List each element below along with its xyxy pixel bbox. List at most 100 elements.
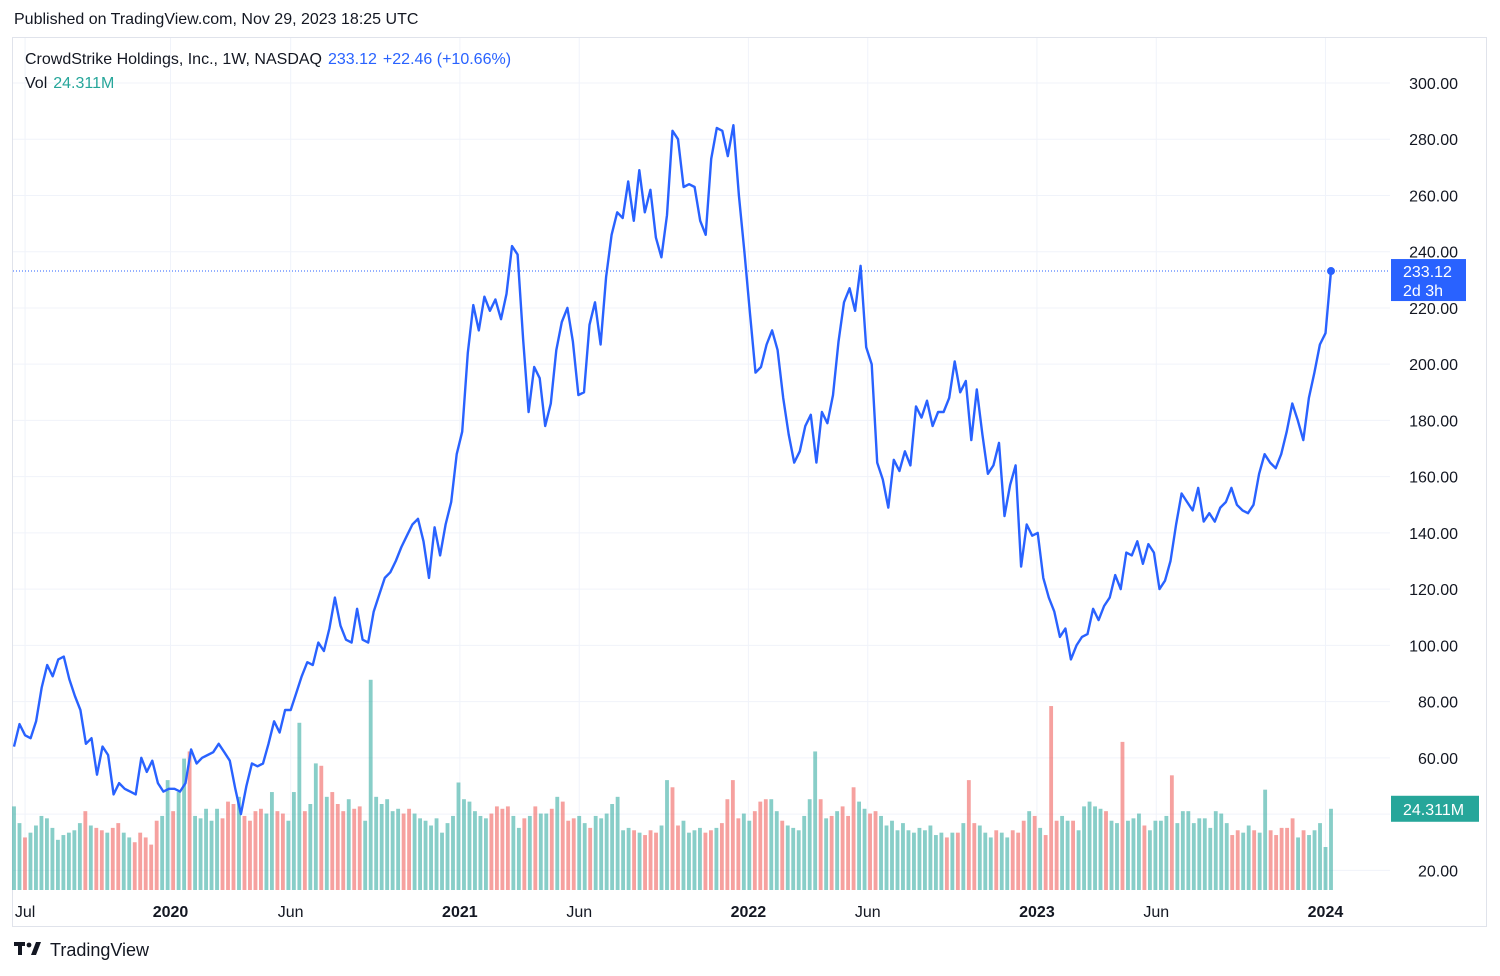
volume-bar bbox=[813, 751, 818, 890]
volume-bar bbox=[1010, 830, 1015, 890]
volume-bar bbox=[593, 815, 598, 890]
volume-bar bbox=[237, 796, 241, 890]
volume-bar bbox=[681, 820, 686, 890]
x-tick-label: 2022 bbox=[731, 904, 767, 921]
volume-bar bbox=[824, 818, 829, 890]
volume-bar bbox=[341, 811, 346, 890]
volume-bar bbox=[215, 808, 219, 890]
volume-bar bbox=[769, 799, 774, 890]
volume-bar bbox=[1131, 818, 1136, 890]
volume-bar bbox=[736, 818, 741, 890]
volume-bar bbox=[269, 792, 274, 890]
volume-bar bbox=[220, 818, 225, 890]
volume-bar bbox=[1027, 811, 1032, 890]
volume-bar bbox=[1098, 808, 1103, 890]
legend-volume-row[interactable]: Vol 24.311M bbox=[25, 72, 511, 96]
volume-bar bbox=[879, 815, 883, 890]
volume-bar bbox=[961, 823, 966, 890]
x-tick-label: Jul bbox=[15, 904, 35, 921]
volume-bar bbox=[121, 832, 126, 890]
volume-bar bbox=[259, 808, 263, 890]
volume-bar bbox=[1252, 830, 1257, 890]
x-tick-label: 2024 bbox=[1308, 904, 1344, 921]
volume-bar bbox=[1279, 827, 1284, 890]
volume-bar bbox=[1109, 820, 1114, 890]
volume-bar bbox=[193, 815, 198, 890]
volume-bar bbox=[923, 830, 927, 890]
volume-bar bbox=[884, 825, 889, 890]
volume-bar bbox=[478, 815, 483, 890]
volume-bar bbox=[873, 811, 878, 890]
volume-value: 24.311M bbox=[53, 75, 115, 92]
volume-bar bbox=[912, 832, 916, 890]
volume-bar bbox=[456, 782, 461, 890]
volume-bar bbox=[1082, 806, 1086, 890]
volume-bar bbox=[335, 804, 340, 890]
footer-brand[interactable]: TradingView bbox=[14, 940, 149, 961]
volume-bar bbox=[242, 815, 247, 890]
volume-bar bbox=[1043, 835, 1048, 890]
volume-bar bbox=[1186, 811, 1191, 890]
volume-bar bbox=[1202, 818, 1207, 890]
volume-bar bbox=[176, 792, 181, 890]
volume-bar bbox=[248, 820, 252, 890]
volume-bar bbox=[1005, 837, 1010, 890]
volume-bar bbox=[906, 830, 911, 890]
volume-bar bbox=[780, 820, 785, 890]
volume-bar bbox=[379, 804, 384, 890]
volume-bar bbox=[944, 837, 949, 890]
volume-bar bbox=[1318, 823, 1322, 890]
volume-bar bbox=[231, 804, 236, 890]
volume-bar bbox=[796, 830, 801, 890]
volume-bar bbox=[500, 808, 505, 890]
volume-bar bbox=[291, 792, 296, 890]
volume-bar bbox=[467, 801, 472, 890]
volume-tag-value: 24.311M bbox=[1403, 802, 1464, 819]
volume-bar bbox=[516, 827, 521, 890]
y-tick-label: 300.00 bbox=[1409, 76, 1458, 93]
volume-bar bbox=[955, 832, 960, 890]
volume-bar bbox=[66, 832, 71, 890]
symbol-title[interactable]: CrowdStrike Holdings, Inc., 1W, NASDAQ bbox=[25, 51, 322, 68]
volume-bar bbox=[1235, 830, 1240, 890]
volume-bar bbox=[665, 780, 669, 890]
volume-bar bbox=[983, 832, 988, 890]
volume-bar bbox=[171, 811, 176, 890]
last-price-dot bbox=[1327, 267, 1335, 276]
volume-bar bbox=[363, 820, 368, 890]
volume-bar bbox=[626, 827, 631, 890]
volume-bar bbox=[357, 806, 362, 890]
volume-bar bbox=[275, 811, 280, 890]
y-tick-label: 260.00 bbox=[1409, 188, 1458, 205]
volume-bar bbox=[1241, 832, 1246, 890]
volume-bar bbox=[632, 830, 637, 890]
volume-bar bbox=[1230, 835, 1235, 890]
volume-bar bbox=[654, 832, 658, 890]
volume-bar bbox=[226, 801, 230, 890]
legend-main-row[interactable]: CrowdStrike Holdings, Inc., 1W, NASDAQ 23… bbox=[25, 48, 511, 72]
legend-change: +22.46 (+10.66%) bbox=[382, 51, 512, 68]
volume-bar bbox=[1191, 823, 1196, 890]
volume-bar bbox=[1093, 806, 1097, 890]
volume-bar bbox=[527, 815, 532, 890]
volume-bar bbox=[857, 801, 861, 890]
volume-bar bbox=[149, 844, 154, 890]
chart-frame[interactable] bbox=[12, 37, 1487, 927]
volume-bar bbox=[1016, 832, 1021, 890]
volume-bar bbox=[555, 796, 560, 890]
volume-tag-bg bbox=[1391, 795, 1479, 822]
legend-price: 233.12 bbox=[327, 51, 377, 68]
volume-bar bbox=[610, 804, 615, 890]
volume-bar bbox=[637, 832, 642, 890]
volume-bar bbox=[330, 792, 335, 890]
brand-name: TradingView bbox=[50, 940, 150, 960]
volume-bar bbox=[1076, 830, 1081, 890]
volume-bar bbox=[763, 799, 768, 890]
volume-bar bbox=[423, 820, 428, 890]
volume-bar bbox=[862, 808, 867, 890]
y-tick-label: 140.00 bbox=[1409, 526, 1458, 543]
y-tick-label: 220.00 bbox=[1409, 301, 1458, 318]
x-tick-label: Jun bbox=[1143, 904, 1169, 921]
volume-bar bbox=[346, 799, 351, 890]
